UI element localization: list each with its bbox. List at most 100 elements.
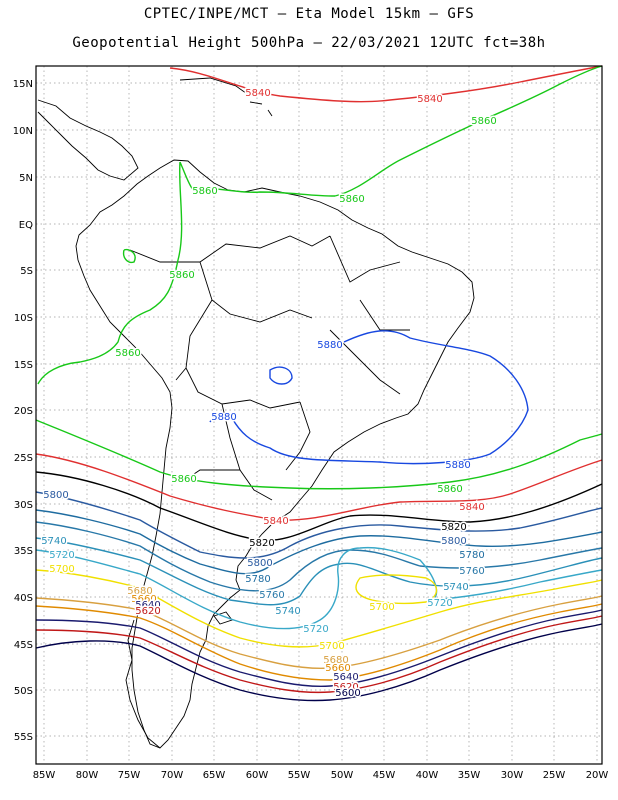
contour-label-5860: 5860 [339, 194, 364, 205]
lon-tick-label: 85W [33, 770, 56, 781]
contour-label-5860: 5860 [437, 484, 462, 495]
contour-line-5840 [35, 453, 603, 521]
contour-label-5640: 5640 [333, 672, 358, 683]
contour-line-5660 [35, 603, 603, 681]
contour-label-5680: 5680 [323, 655, 348, 666]
contour-label-5860: 5860 [171, 474, 196, 485]
contour-label-5880: 5880 [445, 460, 470, 471]
contour-label-5860: 5860 [471, 116, 496, 127]
contour-label-5860: 5860 [169, 270, 194, 281]
contour-label-5720: 5720 [303, 624, 328, 635]
contour-line-5800 [35, 491, 603, 559]
contour-label-5620: 5620 [333, 682, 358, 693]
lat-tick-label: 30S [14, 500, 33, 511]
contour-line-5860 [37, 161, 183, 385]
contour-label-5840: 5840 [459, 502, 484, 513]
lon-tick-label: 50W [331, 770, 354, 781]
contour-label-5740: 5740 [443, 582, 468, 593]
lon-tick-label: 55W [288, 770, 311, 781]
contour-label-5800: 5800 [247, 558, 272, 569]
contour-label-5840: 5840 [245, 88, 270, 99]
contour-line-5860 [334, 65, 603, 197]
country-borders [129, 235, 410, 501]
lon-tick-label: 80W [76, 770, 99, 781]
contour-label-5740: 5740 [41, 536, 66, 547]
contour-label-5840: 5840 [417, 94, 442, 105]
contour-label-5780: 5780 [459, 550, 484, 561]
coastlines [37, 77, 475, 749]
contour-label-5840: 5840 [263, 516, 288, 527]
contour-label-5660: 5660 [325, 663, 350, 674]
lon-tick-label: 30W [501, 770, 524, 781]
contour-line-5680 [35, 595, 603, 670]
contour-label-5620: 5620 [135, 606, 160, 617]
lat-tick-label: 10N [13, 126, 33, 137]
contour-line-5860 [35, 419, 603, 490]
lat-tick-label: 40S [14, 593, 33, 604]
contour-line-5700 [355, 574, 438, 605]
south-america-coast [75, 159, 475, 749]
contour-label-5720: 5720 [427, 598, 452, 609]
lat-tick-label: 50S [14, 686, 33, 697]
caribbean-islands [179, 77, 273, 117]
contour-label-5880: 5880 [211, 412, 236, 423]
lon-tick-label: 65W [203, 770, 226, 781]
contour-line-5860 [179, 161, 336, 197]
lat-tick-label: 5S [20, 266, 33, 277]
lat-tick-label: 45S [14, 640, 33, 651]
contour-label-5780: 5780 [245, 574, 270, 585]
chart-subtitle: Geopotential Height 500hPa – 22/03/2021 … [72, 35, 546, 51]
lon-tick-label: 60W [246, 770, 269, 781]
contour-label-5800: 5800 [441, 536, 466, 547]
contour-label-5720: 5720 [49, 550, 74, 561]
contour-label-5760: 5760 [459, 566, 484, 577]
contour-label-5860: 5860 [192, 186, 217, 197]
contour-label-5740: 5740 [275, 606, 300, 617]
lon-tick-label: 25W [543, 770, 566, 781]
lon-tick-label: 40W [416, 770, 439, 781]
contour-line-5880 [209, 330, 529, 465]
map-frame [35, 65, 603, 765]
contour-line-5820 [35, 471, 603, 542]
lon-tick-label: 35W [458, 770, 481, 781]
contour-label-5640: 5640 [135, 600, 160, 611]
lat-tick-label: 35S [14, 546, 33, 557]
contour-line-5880 [269, 366, 293, 385]
contour-line-5840 [169, 65, 603, 103]
contour-line-5640 [35, 609, 603, 688]
contour-label-5880: 5880 [317, 340, 342, 351]
contour-label-5700: 5700 [369, 602, 394, 613]
contour-labels: 5840 5840 5860 5860 5860 5860 5860 5880 5880 5880… [40, 87, 498, 701]
contour-line-5740 [35, 537, 603, 606]
contour-line-5700 [35, 569, 603, 648]
lat-tick-label: 20S [14, 406, 33, 417]
lat-tick-label: 25S [14, 453, 33, 464]
contour-line-5620 [35, 615, 603, 694]
axis-labels: 15N 10N 5N EQ 5S 10S 15S 20S 25S 30S 35S 40S 45S 50S 5… [13, 79, 609, 781]
central-america-coast [37, 99, 139, 181]
lat-tick-label: 15N [13, 79, 33, 90]
lat-tick-label: 55S [14, 732, 33, 743]
lat-tick-label: 10S [14, 313, 33, 324]
grid-lines [36, 66, 602, 764]
lon-tick-label: 75W [118, 770, 141, 781]
contour-label-5680: 5680 [127, 586, 152, 597]
contour-label-5820: 5820 [249, 538, 274, 549]
contour-label-5760: 5760 [259, 590, 284, 601]
lon-tick-label: 70W [161, 770, 184, 781]
contour-line-5760 [35, 521, 603, 592]
chart-title: CPTEC/INPE/MCT – Eta Model 15km – GFS [143, 6, 475, 22]
lat-tick-label: 5N [19, 173, 33, 184]
lon-tick-label: 20W [586, 770, 609, 781]
contour-label-5800: 5800 [43, 490, 68, 501]
contour-label-5820: 5820 [441, 522, 466, 533]
lat-tick-label: EQ [19, 220, 33, 231]
contour-line-5860 [122, 248, 136, 264]
contour-label-5660: 5660 [131, 594, 156, 605]
contour-label-5600: 5600 [335, 688, 360, 699]
contour-line-5600 [35, 623, 603, 702]
contour-line-5780 [35, 509, 603, 575]
contour-label-5860: 5860 [115, 348, 140, 359]
contour-label-5700: 5700 [49, 564, 74, 575]
